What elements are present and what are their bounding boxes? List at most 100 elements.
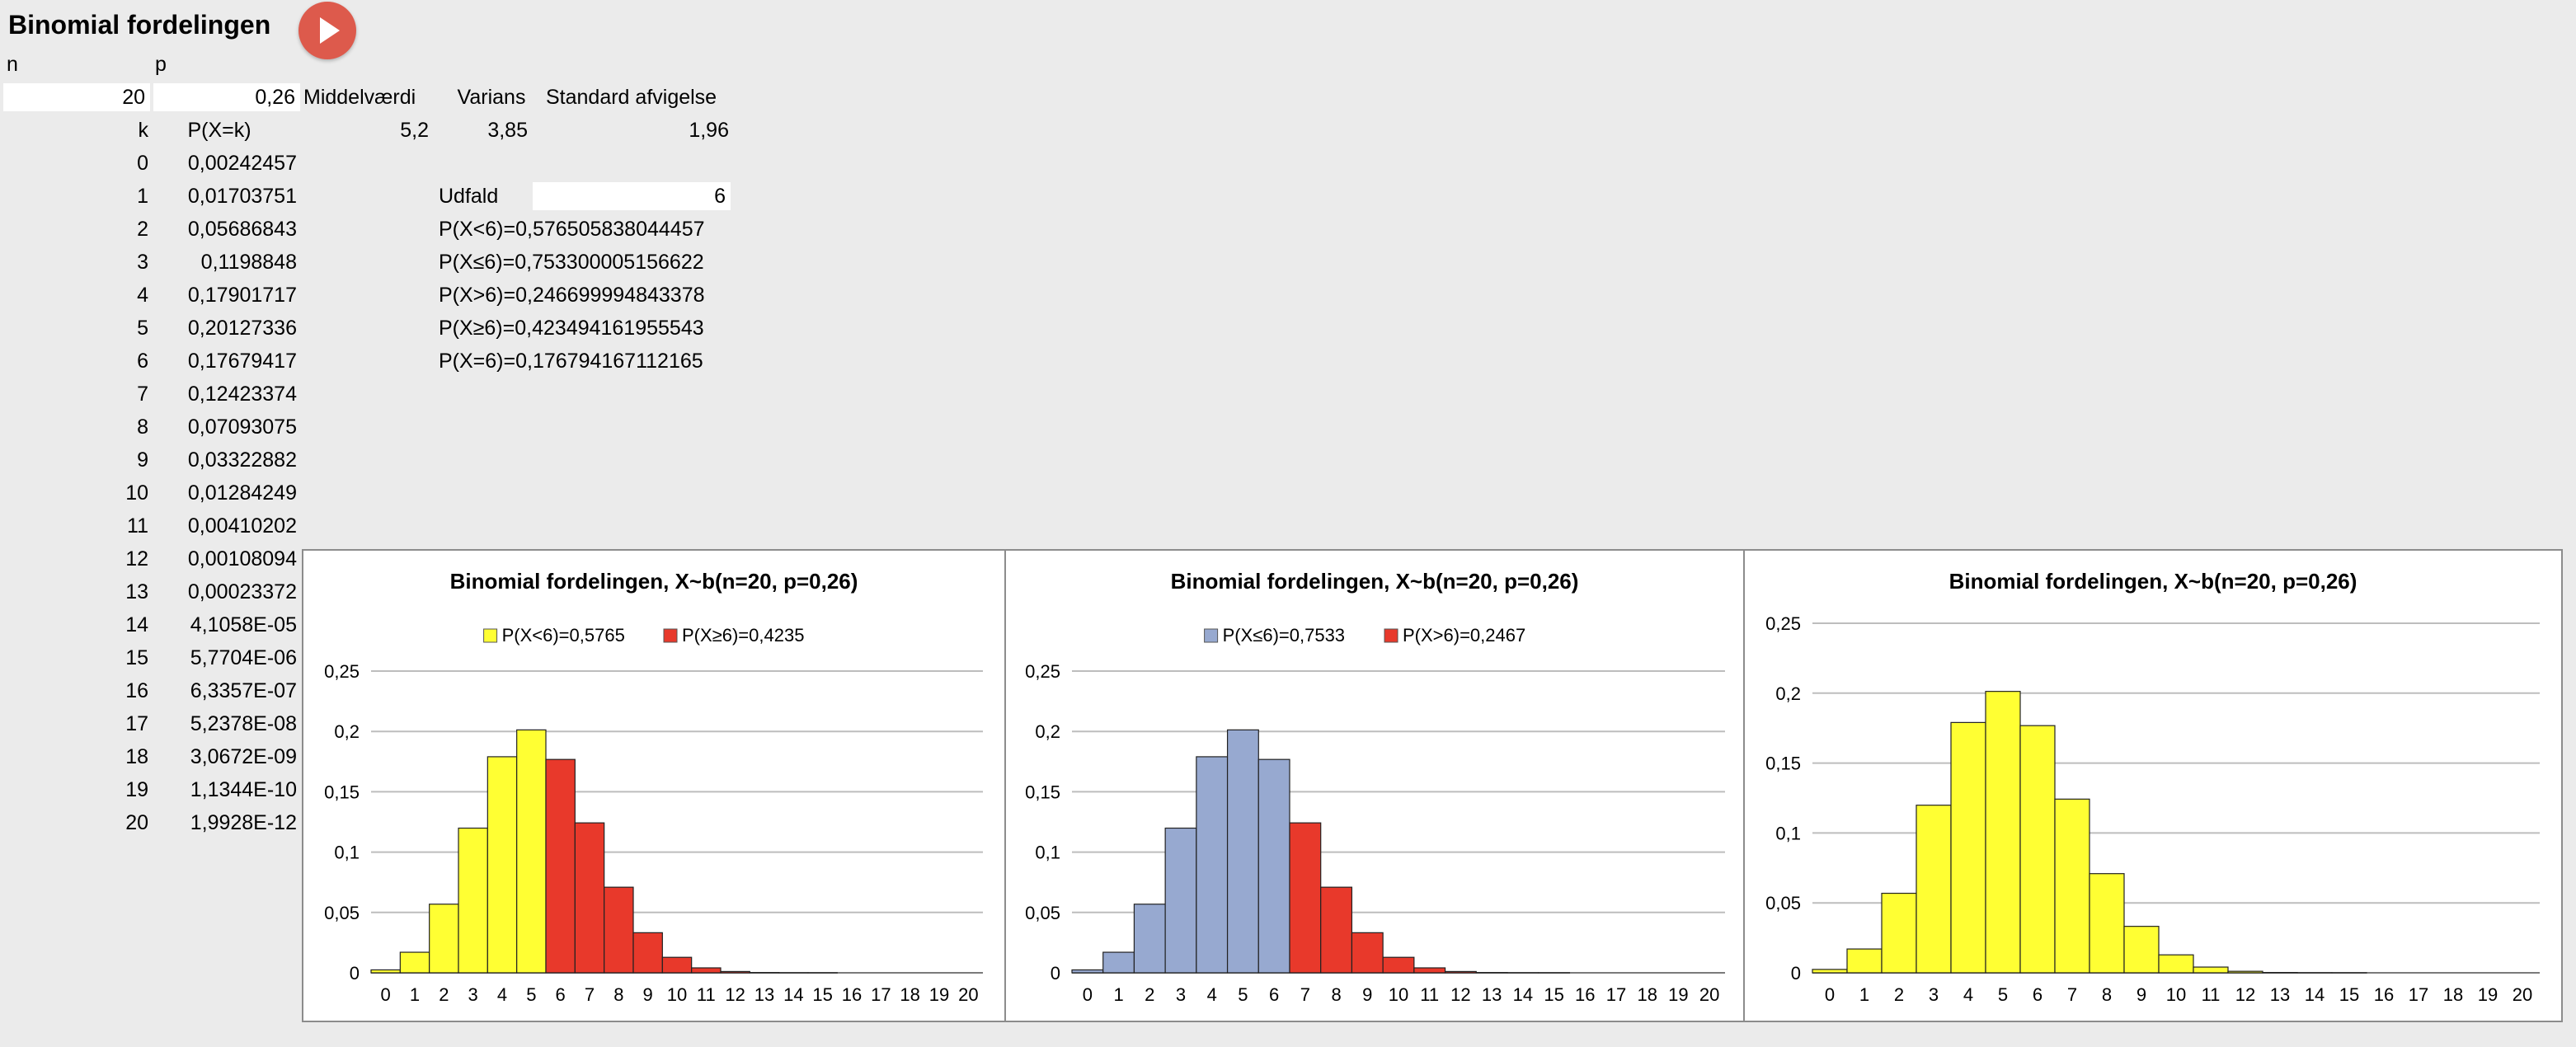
bar [661,956,693,974]
table-p-cell: 0,07093075 [187,416,297,439]
bar [1102,951,1135,974]
table-p-cell: 0,00108094 [187,547,297,570]
legend-swatch [1204,628,1219,643]
x-tick-label: 12 [1450,984,1470,1005]
table-k-cell: 17 [125,712,148,735]
x-tick-label: 12 [2235,984,2255,1005]
x-tick-label: 2 [1145,984,1154,1005]
table-k-cell: 3 [137,251,148,274]
x-tick-label: 6 [556,984,566,1005]
table-k-cell: 7 [137,383,148,406]
table-k-cell: 10 [125,481,148,505]
outcome-input[interactable]: 6 [533,182,731,210]
x-tick-label: 10 [667,984,687,1005]
table-k-cell: 4 [137,284,148,307]
table-k-cell: 1 [137,185,148,208]
bar [1444,970,1477,974]
bar [2019,725,2056,974]
table-k-cell: 15 [125,646,148,669]
table-k-cell: 16 [125,679,148,702]
x-tick-label: 18 [2443,984,2463,1005]
run-button[interactable] [298,2,356,59]
table-p-cell: 0,17679417 [187,350,297,373]
table-k-cell: 5 [137,317,148,340]
x-tick-label: 1 [1113,984,1123,1005]
table-p-cell: 3,0672E-09 [190,745,297,768]
table-p-cell: 0,03322882 [187,448,297,472]
sd-value: 1,96 [689,119,729,142]
legend-label: P(X>6)=0,2467 [1403,625,1525,646]
table-p-cell: 6,3357E-07 [190,679,297,702]
x-tick-label: 0 [381,984,391,1005]
y-tick-label: 0,25 [1765,613,1801,634]
bar [2193,966,2229,974]
bar [574,822,605,974]
x-tick-label: 15 [1544,984,1563,1005]
x-tick-label: 19 [1668,984,1688,1005]
bar [1071,969,1104,974]
pk-header: P(X=k) [187,119,251,142]
x-tick-label: 11 [2202,984,2221,1005]
x-tick-label: 8 [613,984,623,1005]
x-tick-label: 20 [958,984,978,1005]
table-p-cell: 1,1344E-10 [190,778,297,801]
chart-panel-2[interactable]: Binomial fordelingen, X~b(n=20, p=0,26) P… [1004,549,1745,1022]
x-tick-label: 1 [410,984,420,1005]
x-tick-label: 3 [1929,984,1939,1005]
bar [458,827,488,974]
x-tick-label: 6 [2033,984,2042,1005]
table-p-cell: 0,20127336 [187,317,297,340]
chart-panel-3[interactable]: Binomial fordelingen, X~b(n=20, p=0,26) 0… [1743,549,2563,1022]
bar [1950,721,1986,974]
x-tick-label: 13 [754,984,774,1005]
table-k-cell: 13 [125,580,148,603]
x-tick-label: 18 [1637,984,1657,1005]
y-tick-label: 0 [350,963,360,984]
bar [1351,932,1384,974]
y-tick-label: 0,2 [1035,721,1060,742]
x-tick-label: 20 [1699,984,1719,1005]
bar [1812,969,1848,974]
x-tick-label: 2 [439,984,449,1005]
x-tick-label: 0 [1825,984,1835,1005]
x-tick-label: 12 [725,984,745,1005]
x-tick-label: 16 [2374,984,2394,1005]
chart-2: Binomial fordelingen, X~b(n=20, p=0,26) P… [1025,569,1725,1005]
x-tick-label: 0 [1083,984,1093,1005]
p-input[interactable]: 0,26 [153,83,300,111]
y-tick-label: 0,1 [334,843,360,863]
bar [2054,798,2090,974]
variance-value: 3,85 [487,119,528,142]
x-tick-label: 7 [2067,984,2077,1005]
y-tick-label: 0,25 [324,661,360,682]
table-p-cell: 0,01703751 [187,185,297,208]
x-tick-label: 2 [1894,984,1904,1005]
bar [604,886,634,974]
n-input[interactable]: 20 [3,83,150,111]
bar [691,967,722,974]
table-p-cell: 0,12423374 [187,383,297,406]
prob-less: P(X<6)=0,576505838044457 [439,218,705,241]
bar [1289,822,1322,974]
x-tick-label: 4 [1963,984,1973,1005]
bar [487,756,518,974]
table-k-cell: 19 [125,778,148,801]
legend-label: P(X≤6)=0,7533 [1223,625,1345,646]
bar [1916,805,1952,974]
x-tick-label: 10 [2166,984,2186,1005]
page-title: Binomial fordelingen [8,10,271,40]
x-tick-label: 14 [1513,984,1533,1005]
chart-panel-1[interactable]: Binomial fordelingen, X~b(n=20, p=0,26) P… [302,549,1006,1022]
x-tick-label: 16 [842,984,862,1005]
x-tick-label: 3 [468,984,478,1005]
y-tick-label: 0,15 [324,782,360,802]
table-p-cell: 0,17901717 [187,284,297,307]
bar [720,970,750,974]
k-header: k [138,119,149,142]
y-tick-label: 0,2 [1775,683,1801,704]
bar [1881,892,1917,974]
sd-label: Standard afvigelse [546,86,717,109]
x-tick-label: 17 [871,984,891,1005]
x-tick-label: 8 [2102,984,2112,1005]
y-tick-label: 0,05 [324,903,360,923]
